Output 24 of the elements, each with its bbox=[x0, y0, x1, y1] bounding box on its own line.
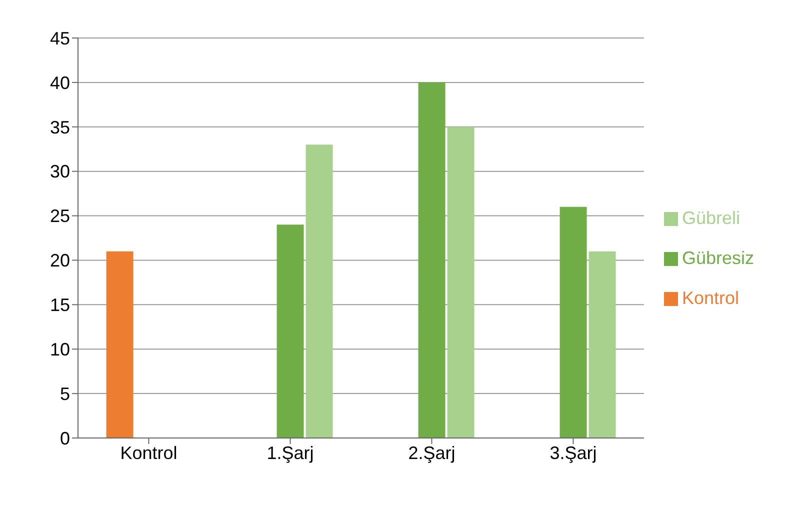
bar bbox=[447, 126, 474, 438]
legend-label: Gübreli bbox=[682, 208, 740, 228]
x-tick-label: 2.Şarj bbox=[408, 442, 456, 463]
bar bbox=[106, 251, 134, 438]
y-tick-label: 30 bbox=[50, 162, 70, 182]
y-tick-label: 25 bbox=[50, 206, 70, 226]
y-tick-label: 40 bbox=[50, 72, 70, 93]
bar bbox=[560, 206, 587, 438]
bar bbox=[276, 224, 304, 438]
y-tick-label: 20 bbox=[50, 250, 70, 271]
y-tick-label: 0 bbox=[60, 428, 70, 448]
y-tick-label: 45 bbox=[50, 28, 70, 48]
y-tick-label: 15 bbox=[50, 295, 70, 316]
bar bbox=[588, 251, 616, 438]
legend-label: Kontrol bbox=[682, 288, 740, 308]
x-tick-label: 3.Şarj bbox=[550, 442, 597, 463]
y-tick-label: 5 bbox=[60, 384, 70, 404]
y-tick-label: 10 bbox=[50, 340, 70, 360]
bar bbox=[306, 144, 333, 438]
legend-label: Gübresiz bbox=[682, 248, 754, 268]
x-tick-label: Kontrol bbox=[120, 442, 178, 463]
x-tick-label: 1.Şarj bbox=[266, 442, 314, 463]
bar bbox=[418, 82, 446, 438]
y-tick-label: 35 bbox=[50, 117, 70, 138]
